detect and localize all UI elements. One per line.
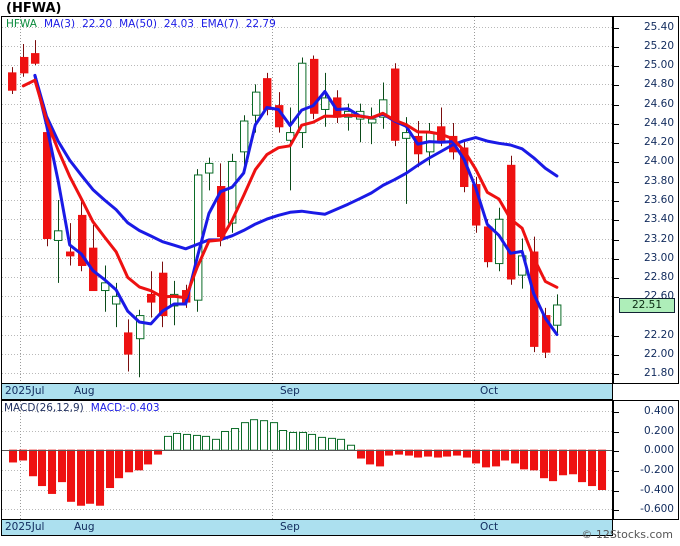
price-tick-mark [614, 143, 619, 144]
price-axis: 25.40 25.20 25.00 24.80 24.60 24.40 24.20 24.00… [613, 16, 679, 384]
date-axis-label: 2025Jul [5, 521, 45, 533]
legend-ma50-label: MA(50) [119, 18, 157, 30]
price-tick-mark [614, 297, 619, 298]
date-axis-label: Sep [280, 521, 300, 533]
price-tick-mark [614, 85, 619, 86]
price-tick-mark [614, 47, 619, 48]
macd-value-label: MACD:-0.403 [90, 402, 160, 414]
price-tick-mark [614, 182, 619, 183]
macd-indicator-label: MACD(26,12,9) [4, 402, 84, 414]
macd-tick-label: -0.600 [640, 503, 674, 516]
last-price-label: 22.51 [619, 298, 675, 314]
macd-axis: 0.400 0.200 0.000 -0.200 -0.400 -0.600 [613, 400, 679, 520]
price-tick-label: 25.00 [643, 59, 674, 72]
legend-ma3-value: 22.20 [82, 18, 113, 30]
price-tick-mark [614, 240, 619, 241]
price-tick-mark [614, 162, 619, 163]
date-axis-top: 2025Jul Aug Sep Oct [1, 384, 613, 400]
price-tick-label: 25.20 [643, 39, 674, 52]
date-axis-label: Sep [280, 385, 300, 397]
price-tick-label: 23.60 [643, 194, 674, 206]
price-tick-mark [614, 28, 619, 29]
price-tick-mark [614, 220, 619, 221]
price-tick-mark [614, 66, 619, 67]
price-tick-mark [614, 105, 619, 106]
macd-tick-mark [614, 510, 619, 511]
legend-ma50-value: 24.03 [163, 18, 194, 30]
macd-tick-label: 0.000 [643, 444, 674, 457]
price-tick-label: 22.20 [643, 328, 674, 341]
legend-symbol: HFWA [6, 18, 37, 30]
price-tick-label: 23.20 [643, 232, 674, 245]
price-tick-label: 24.80 [643, 78, 674, 91]
price-tick-label: 24.60 [643, 97, 674, 110]
macd-legend: MACD(26,12,9) MACD:-0.403 [4, 402, 160, 414]
macd-tick-mark [614, 432, 619, 433]
price-tick-mark [614, 374, 619, 375]
macd-tick-mark [614, 491, 619, 492]
price-tick-label: 21.80 [643, 367, 674, 380]
price-tick-label: 23.80 [643, 174, 674, 187]
price-tick-mark [614, 278, 619, 279]
price-tick-mark [614, 355, 619, 356]
macd-tick-label: 0.400 [643, 404, 674, 417]
date-axis-bottom: 2025Jul Aug Sep Oct [1, 520, 613, 536]
price-tick-label: 22.00 [643, 348, 674, 361]
date-axis-label: Oct [480, 385, 499, 397]
macd-tick-mark [614, 412, 619, 413]
price-tick-label: 24.20 [643, 136, 674, 149]
price-tick-label: 24.40 [643, 116, 674, 129]
legend-ma3-label: MA(3) [43, 18, 76, 30]
price-tick-label: 22.60 [643, 290, 674, 303]
price-legend: HFWA MA(3) 22.20 MA(50) 24.03 EMA(7) 22.79 [6, 18, 276, 30]
legend-ema7-label: EMA(7) [200, 18, 239, 30]
date-axis-label: Aug [74, 521, 95, 533]
macd-tick-label: -0.200 [640, 463, 674, 476]
macd-tick-mark [614, 471, 619, 472]
price-plot [2, 17, 612, 383]
price-tick-mark [614, 201, 619, 202]
legend-ema7-value: 22.79 [245, 18, 276, 30]
macd-tick-label: 0.200 [643, 424, 674, 437]
macd-tick-label: -0.400 [640, 483, 674, 496]
price-chart-panel[interactable] [1, 16, 613, 384]
price-tick-label: 25.40 [643, 20, 674, 33]
date-axis-label: 2025Jul [5, 385, 45, 397]
price-tick-label: 24.00 [643, 155, 674, 168]
price-tick-label: 22.80 [643, 271, 674, 284]
price-tick-mark [614, 336, 619, 337]
price-tick-mark [614, 259, 619, 260]
price-tick-label: 23.00 [643, 251, 674, 264]
macd-plot [2, 401, 612, 519]
macd-tick-mark [614, 451, 619, 452]
price-tick-label: 23.40 [643, 213, 674, 226]
page-title: (HFWA) [6, 1, 62, 16]
date-axis-label: Oct [480, 521, 499, 533]
watermark: © 12Stocks.com [581, 528, 673, 541]
date-axis-label: Aug [74, 385, 95, 397]
price-tick-mark [614, 124, 619, 125]
macd-chart-panel[interactable] [1, 400, 613, 520]
